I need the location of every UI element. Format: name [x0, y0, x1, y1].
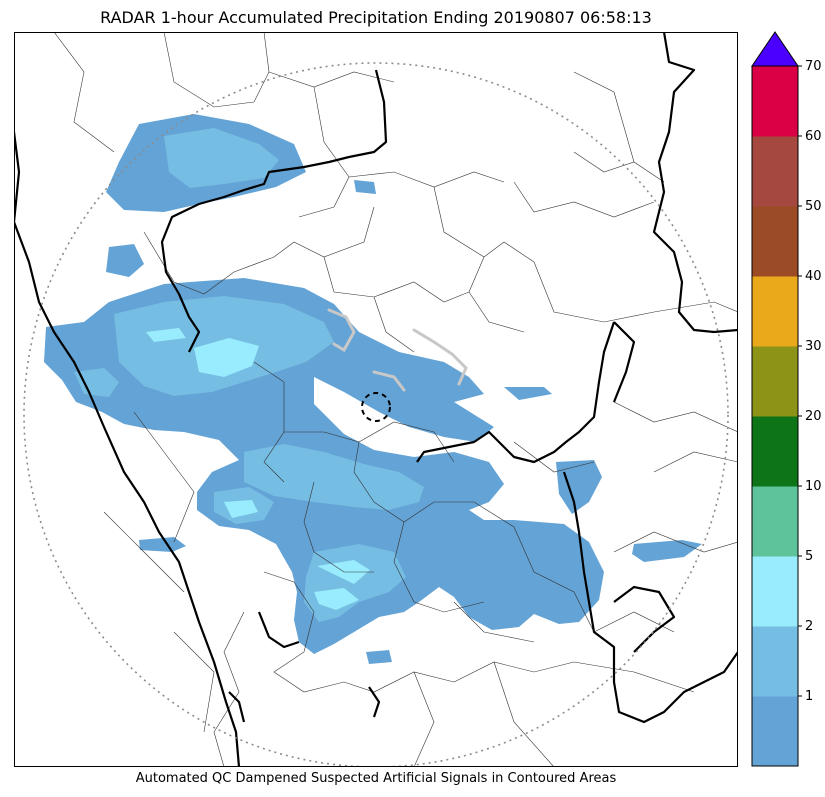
colorbar-bin	[752, 556, 798, 627]
precip-layer-heavy	[146, 328, 370, 610]
radar-map	[14, 32, 738, 767]
radar-range-ring	[23, 62, 729, 767]
chart-title: RADAR 1-hour Accumulated Precipitation E…	[100, 8, 652, 27]
colorbar-outline	[751, 65, 799, 767]
colorbar-tick-label: 40	[805, 269, 822, 284]
radar-site-marker	[361, 392, 391, 422]
colorbar-bin	[752, 626, 798, 697]
colorbar-tick-label: 30	[805, 339, 822, 354]
state-boundaries	[14, 32, 738, 767]
colorbar-bin	[752, 696, 798, 767]
colorbar-tick-label: 2	[805, 619, 813, 634]
colorbar-bin	[752, 346, 798, 417]
colorbar-tick-label: 1	[805, 689, 813, 704]
colorbar-tick-label: 10	[805, 479, 822, 494]
colorbar-tick-label: 50	[805, 199, 822, 214]
colorbar-tick-label: 20	[805, 409, 822, 424]
colorbar-svg: 1 2 5 10 20 30 40 50 60 70	[751, 31, 822, 767]
colorbar-bin	[752, 486, 798, 557]
colorbar: 1 2 5 10 20 30 40 50 60 70	[750, 30, 825, 770]
colorbar-bin	[752, 276, 798, 347]
colorbar-tick-label: 5	[805, 549, 813, 564]
district-boundaries	[53, 32, 738, 767]
colorbar-tick-label: 60	[805, 129, 822, 144]
colorbar-bin	[752, 416, 798, 487]
colorbar-tick-label: 70	[805, 59, 822, 74]
qc-footnote: Automated QC Dampened Suspected Artifici…	[135, 771, 617, 786]
colorbar-bin	[752, 66, 798, 137]
radar-map-svg	[14, 32, 738, 767]
colorbar-bin	[752, 206, 798, 277]
colorbar-extend-max	[751, 31, 799, 67]
colorbar-bin	[752, 136, 798, 207]
qc-contours	[327, 308, 468, 392]
map-border	[14, 32, 738, 767]
